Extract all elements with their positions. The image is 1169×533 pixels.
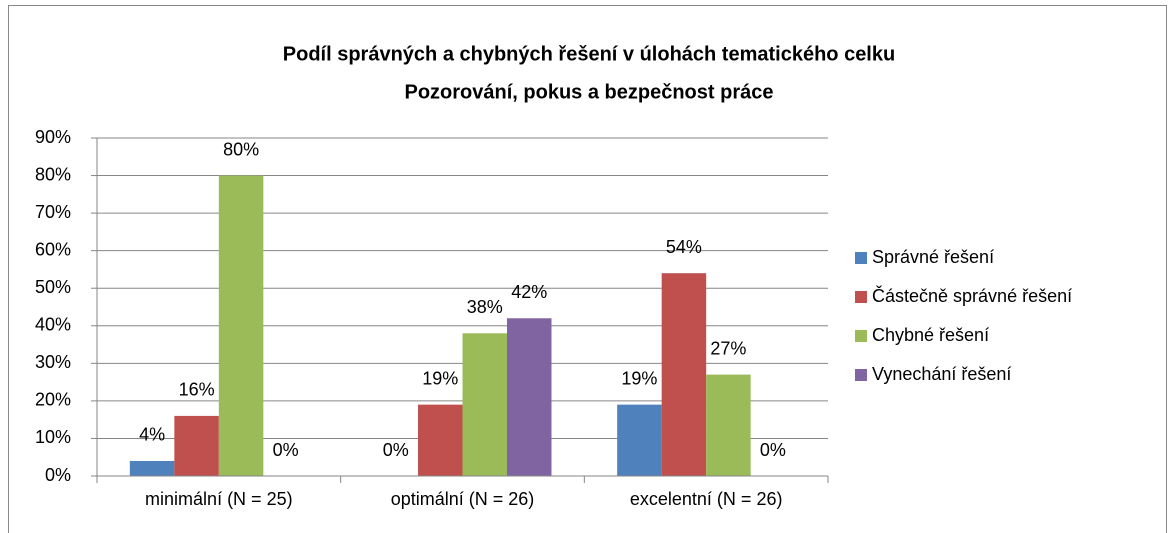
data-label: 19% — [621, 368, 657, 388]
y-tick-label: 0% — [45, 465, 71, 485]
legend-swatch — [855, 330, 867, 342]
legend-swatch — [855, 369, 867, 381]
legend-label: Chybné řešení — [872, 325, 989, 345]
data-label: 0% — [760, 440, 786, 460]
y-tick-label: 80% — [35, 164, 71, 184]
x-tick-label: minimální (N = 25) — [145, 489, 293, 509]
bar — [706, 374, 751, 476]
data-label: 0% — [273, 440, 299, 460]
y-tick-label: 40% — [35, 315, 71, 335]
y-tick-label: 60% — [35, 239, 71, 259]
data-label: 80% — [223, 139, 259, 159]
data-label: 4% — [139, 425, 165, 445]
data-label: 16% — [179, 380, 215, 400]
bar — [617, 404, 662, 476]
chart-title: Podíl správných a chybných řešení v úloh… — [283, 43, 895, 65]
x-tick-label: excelentní (N = 26) — [630, 489, 783, 509]
bar — [462, 333, 507, 476]
bar — [218, 175, 264, 477]
data-label: 38% — [467, 297, 503, 317]
bar — [418, 404, 463, 476]
legend-swatch — [855, 291, 867, 303]
data-label: 54% — [666, 237, 702, 257]
legend-label: Částečně správné řešení — [872, 285, 1072, 306]
x-tick-label: optimální (N = 26) — [391, 489, 535, 509]
y-tick-label: 50% — [35, 277, 71, 297]
legend-label: Správné řešení — [872, 247, 994, 267]
bar — [174, 415, 219, 476]
y-tick-label: 90% — [35, 127, 71, 147]
bar — [507, 318, 552, 476]
data-label: 19% — [422, 368, 458, 388]
y-tick-label: 10% — [35, 427, 71, 447]
data-label: 27% — [710, 338, 746, 358]
data-label: 42% — [511, 282, 547, 302]
chart-title: Pozorování, pokus a bezpečnost práce — [405, 81, 774, 103]
y-tick-label: 20% — [35, 390, 71, 410]
bar — [661, 273, 707, 476]
y-tick-label: 30% — [35, 352, 71, 372]
data-label: 0% — [383, 440, 409, 460]
bar — [129, 460, 175, 476]
legend-label: Vynechání řešení — [872, 364, 1011, 384]
legend-swatch — [855, 252, 867, 264]
y-tick-label: 70% — [35, 202, 71, 222]
